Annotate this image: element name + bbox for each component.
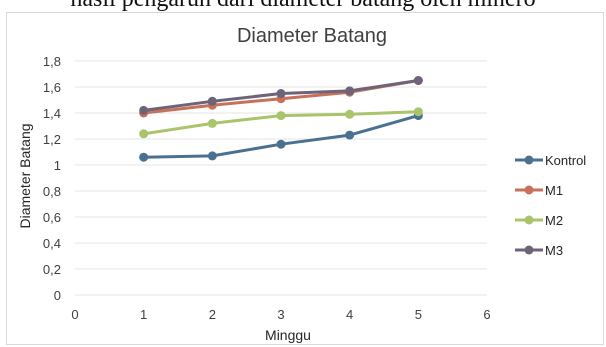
y-axis-title: Diameter Batang [17, 123, 33, 228]
chart-title: Diameter Batang [237, 25, 387, 47]
y-tick-label: 1 [54, 158, 61, 173]
legend-swatch-marker [524, 185, 534, 195]
x-axis-title: Minggu [265, 327, 311, 343]
y-tick-label: 0,8 [43, 184, 61, 199]
data-point-kontrol [276, 139, 286, 149]
legend-item-m1: M1 [515, 183, 563, 198]
x-tick-label: 6 [483, 307, 490, 322]
data-point-m3 [207, 96, 217, 106]
legend-label: M3 [545, 243, 563, 258]
data-point-m2 [139, 129, 149, 139]
legend-item-m3: M3 [515, 243, 563, 258]
series-kontrol [139, 111, 423, 162]
y-tick-label: 1,4 [43, 106, 61, 121]
legend-label: M2 [545, 213, 563, 228]
legend-item-kontrol: Kontrol [515, 153, 586, 168]
data-point-m3 [139, 105, 149, 115]
data-point-m3 [413, 76, 423, 85]
data-point-m2 [207, 118, 217, 128]
y-tick-label: 1,8 [43, 54, 61, 69]
y-tick-label: 0,2 [43, 262, 61, 277]
y-tick-label: 0 [54, 288, 61, 303]
legend-swatch-marker [524, 245, 534, 255]
y-tick-label: 0,4 [43, 236, 61, 251]
x-tick-label: 5 [415, 307, 422, 322]
chart-frame: Diameter Batang 0 0,2 0,4 0,6 0,8 1 1,2 1,4 1,6 1… [6, 12, 604, 345]
legend-label: Kontrol [545, 153, 586, 168]
data-point-m2 [413, 107, 423, 117]
data-point-m2 [276, 111, 286, 121]
data-point-m3 [345, 86, 355, 96]
x-tick-label: 1 [140, 307, 147, 322]
data-point-kontrol [345, 130, 355, 140]
series-m3 [139, 76, 423, 115]
x-tick-label: 3 [277, 307, 284, 322]
data-point-kontrol [207, 151, 217, 161]
series-m2 [139, 107, 423, 139]
y-tick-label: 1,2 [43, 132, 61, 147]
legend-swatch-marker [524, 215, 534, 225]
line-chart: Diameter Batang 0 0,2 0,4 0,6 0,8 1 1,2 1,4 1,6 1… [17, 25, 586, 343]
y-tick-label: 0,6 [43, 210, 61, 225]
legend-item-m2: M2 [515, 213, 563, 228]
y-tick-label: 1,6 [43, 80, 61, 95]
x-tick-label: 4 [346, 307, 353, 322]
series-line-kontrol [142, 114, 420, 159]
legend-swatch-marker [524, 155, 534, 165]
legend-label: M1 [545, 183, 563, 198]
data-point-m2 [345, 109, 355, 119]
x-tick-label: 0 [71, 307, 78, 322]
data-point-m3 [276, 89, 286, 98]
x-tick-label: 2 [209, 307, 216, 322]
document-text-fragment: hasil pengaruh dari diameter batang oleh… [0, 0, 606, 13]
data-point-kontrol [139, 152, 149, 162]
